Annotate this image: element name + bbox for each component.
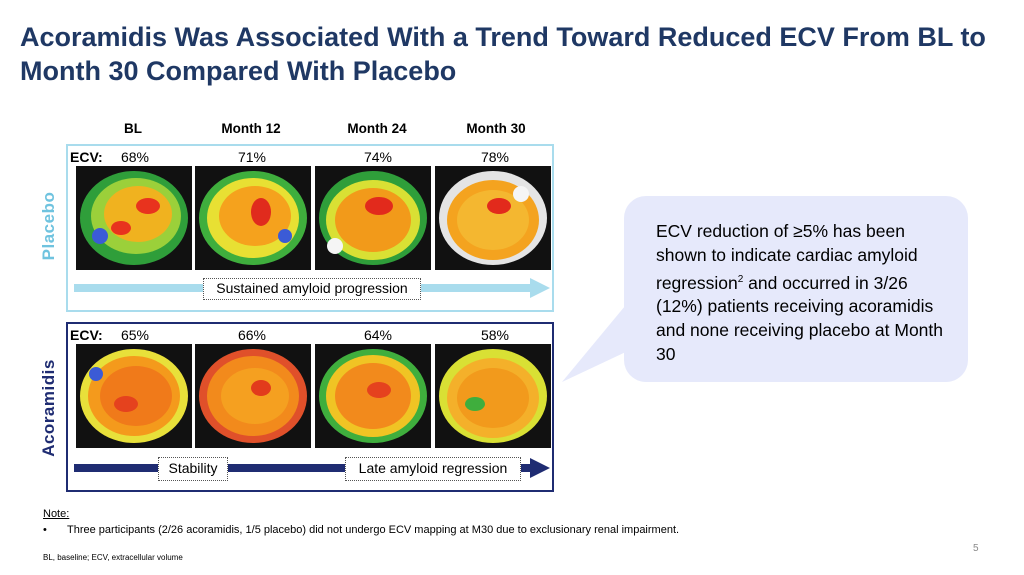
note-item: • Three participants (2/26 acoramidis, 1/… — [43, 524, 943, 536]
cardiac-ecv-map-image — [435, 166, 551, 270]
column-header-bl: BL — [124, 121, 142, 136]
sustained-progression-label: Sustained amyloid progression — [203, 278, 421, 300]
progression-arrow-head — [530, 278, 550, 298]
ecv-label: ECV: — [70, 149, 103, 165]
cardiac-ecv-map-image — [435, 344, 551, 448]
cardiac-ecv-map-image — [76, 166, 192, 270]
ecv-value: 66% — [237, 327, 267, 343]
note-title: Note: — [43, 508, 70, 520]
cardiac-ecv-map-image — [315, 344, 431, 448]
ecv-label: ECV: — [70, 327, 103, 343]
ecv-value: 58% — [480, 327, 510, 343]
placebo-panel: ECV: 68% 71% 74% 78% — [66, 144, 554, 312]
stability-label: Stability — [158, 457, 228, 481]
regression-arrow — [74, 464, 530, 472]
page-number: 5 — [973, 543, 979, 554]
callout-text-part-1: ECV reduction of ≥5% has been shown to i… — [656, 221, 918, 293]
column-header-month-12: Month 12 — [221, 121, 281, 136]
abbreviations: BL, baseline; ECV, extracellular volume — [43, 553, 183, 562]
callout-bubble — [624, 196, 968, 382]
ecv-value: 64% — [363, 327, 393, 343]
column-header-month-30: Month 30 — [466, 121, 526, 136]
callout-superscript: 2 — [737, 273, 744, 285]
ecv-value: 78% — [480, 149, 510, 165]
ecv-value: 65% — [120, 327, 150, 343]
note-text: Three participants (2/26 acoramidis, 1/5… — [67, 524, 680, 536]
slide-title: Acoramidis Was Associated With a Trend T… — [20, 22, 986, 86]
column-header-month-24: Month 24 — [347, 121, 407, 136]
callout-text: ECV reduction of ≥5% has been shown to i… — [656, 220, 956, 367]
ecv-value: 74% — [363, 149, 393, 165]
cardiac-ecv-map-image — [76, 344, 192, 448]
acoramidis-panel: ECV: 65% 66% 64% 58% — [66, 322, 554, 492]
cardiac-ecv-map-image — [195, 166, 311, 270]
regression-arrow-head — [530, 458, 550, 478]
bullet: • — [43, 524, 47, 536]
callout-text-part-2: and occurred in 3/26 (12%) patients rece… — [656, 272, 944, 364]
ecv-value: 71% — [237, 149, 267, 165]
cardiac-ecv-map-image — [195, 344, 311, 448]
ecv-value: 68% — [120, 149, 150, 165]
cardiac-ecv-map-image — [315, 166, 431, 270]
late-regression-label: Late amyloid regression — [345, 457, 521, 481]
